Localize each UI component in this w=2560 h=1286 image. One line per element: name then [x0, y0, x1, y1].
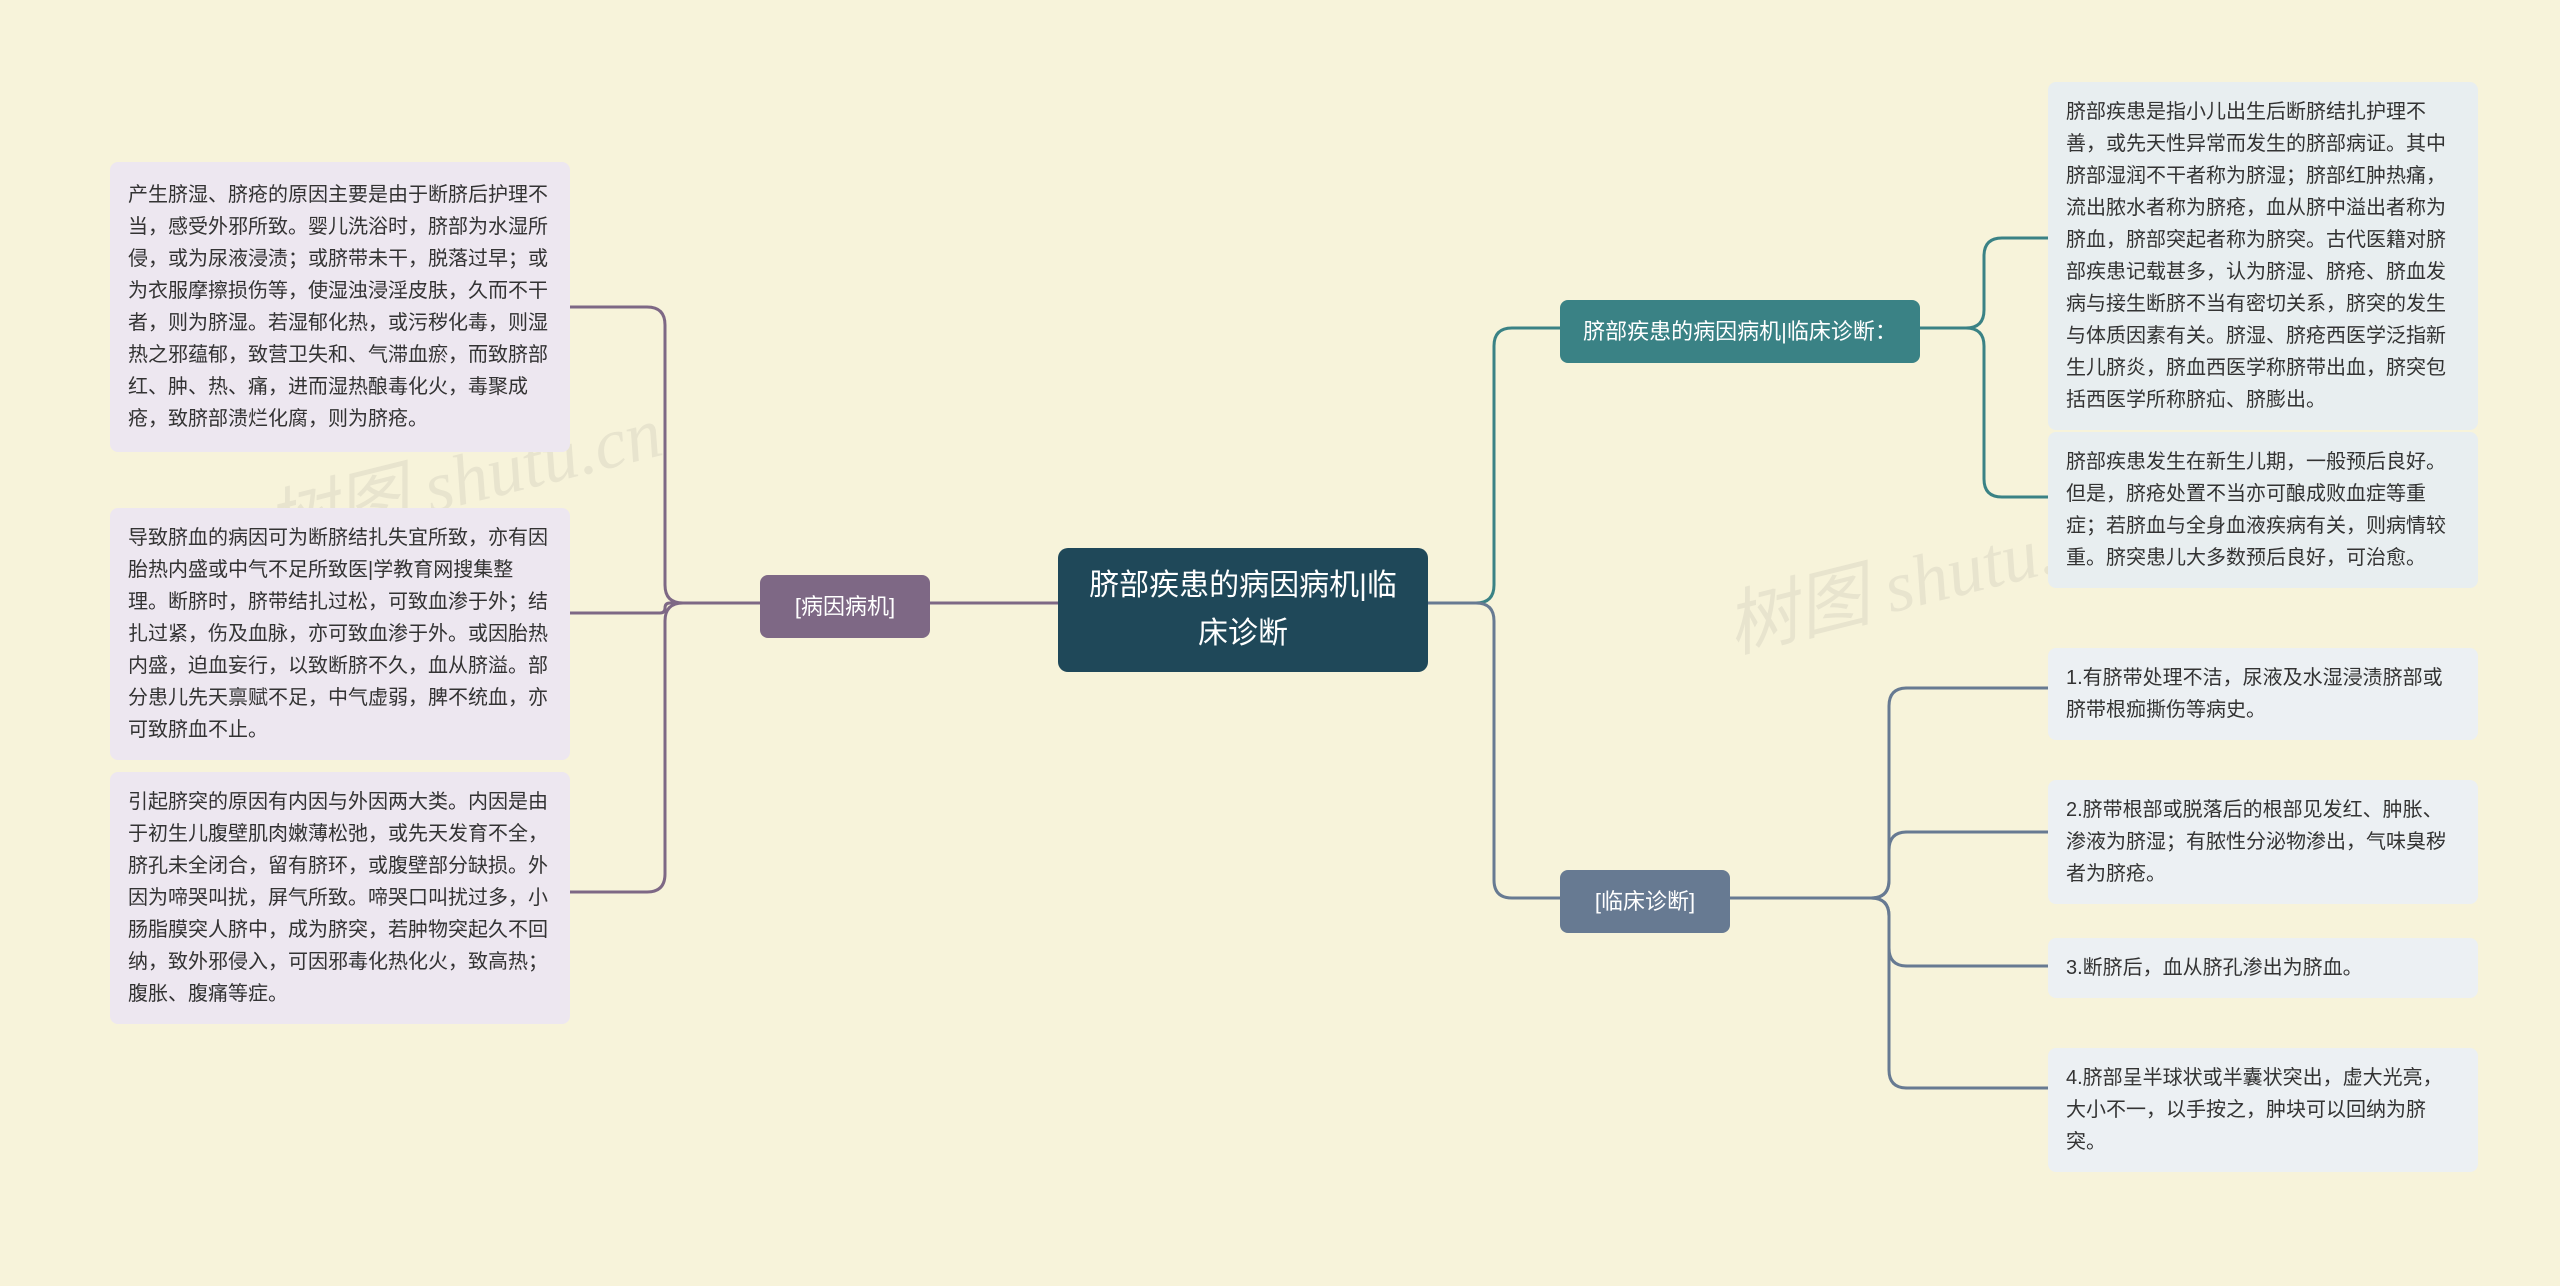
leaf-l1-1: 导致脐血的病因可为断脐结扎失宜所致，亦有因胎热内盛或中气不足所致医|学教育网搜集… [110, 508, 570, 760]
leaf-l1-2: 引起脐突的原因有内因与外因两大类。内因是由于初生儿腹壁肌肉嫩薄松弛，或先天发育不… [110, 772, 570, 1024]
branch-r1: 脐部疾患的病因病机|临床诊断： [1560, 300, 1920, 363]
mindmap-canvas: 树图 shutu.cn树图 shutu.cn脐部疾患的病因病机|临床诊断脐部疾患… [0, 0, 2560, 1286]
leaf-r2-1: 2.脐带根部或脱落后的根部见发红、肿胀、渗液为脐湿；有脓性分泌物渗出，气味臭秽者… [2048, 780, 2478, 904]
root-node: 脐部疾患的病因病机|临床诊断 [1058, 548, 1428, 672]
leaf-r1-1: 脐部疾患发生在新生儿期，一般预后良好。但是，脐疮处置不当亦可酿成败血症等重症；若… [2048, 432, 2478, 588]
leaf-r1-0: 脐部疾患是指小儿出生后断脐结扎护理不善，或先天性异常而发生的脐部病证。其中脐部湿… [2048, 82, 2478, 430]
branch-l1: [病因病机] [760, 575, 930, 638]
leaf-l1-0: 产生脐湿、脐疮的原因主要是由于断脐后护理不当，感受外邪所致。婴儿洗浴时，脐部为水… [110, 162, 570, 452]
leaf-r2-0: 1.有脐带处理不洁，尿液及水湿浸渍脐部或脐带根痂撕伤等病史。 [2048, 648, 2478, 740]
leaf-r2-2: 3.断脐后，血从脐孔渗出为脐血。 [2048, 938, 2478, 998]
leaf-r2-3: 4.脐部呈半球状或半囊状突出，虚大光亮，大小不一，以手按之，肿块可以回纳为脐突。 [2048, 1048, 2478, 1172]
branch-r2: [临床诊断] [1560, 870, 1730, 933]
